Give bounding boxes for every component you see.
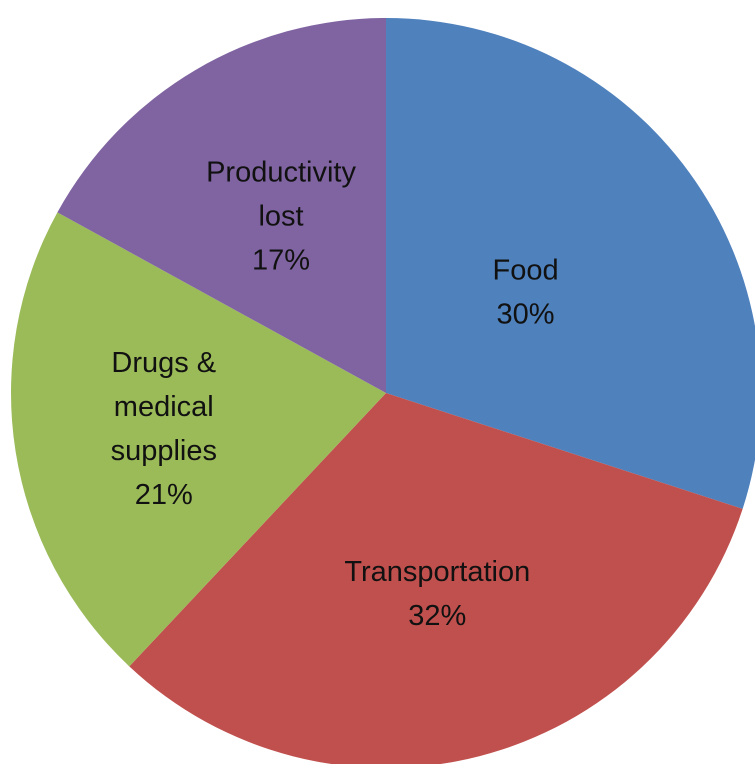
pie-slice-0 [386,18,755,509]
pie-labels: Food 30% Transportation 32% Drugs & medical su… [111,156,559,631]
slice-label-line: lost [258,200,303,232]
slice-percent: 21% [135,479,193,511]
slice-label-1: Transportation 32% [344,556,530,632]
slice-label-line: medical [114,391,214,423]
slice-label-0: Food 30% [493,255,559,331]
slice-percent: 32% [408,600,466,632]
pie-slice-1 [129,393,743,764]
slice-label-line: Transportation [344,556,530,588]
slice-label-3: Productivity lost 17% [206,156,356,276]
pie-slice-3 [57,18,386,393]
slice-label-2: Drugs & medical supplies 21% [111,347,217,511]
slice-label-line: Food [493,255,559,287]
slice-percent: 17% [252,244,310,276]
slice-percent: 30% [497,299,555,331]
slice-label-line: Productivity [206,156,356,188]
pie-slice-2 [10,212,387,667]
slice-label-line: supplies [111,435,217,467]
pie-slices [10,18,755,764]
slice-label-line: Drugs & [111,347,216,379]
